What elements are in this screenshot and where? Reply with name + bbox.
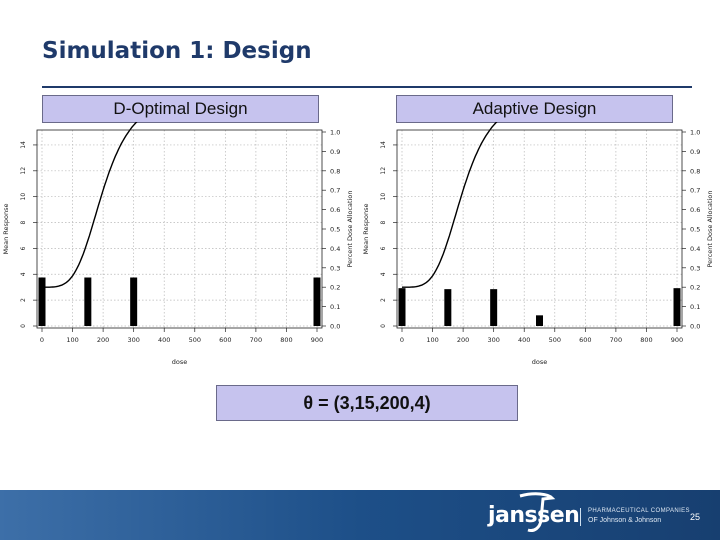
page-number: 25 <box>690 512 701 522</box>
x-tick-label: 700 <box>610 336 622 344</box>
y-right-tick-label: 1.0 <box>330 129 340 137</box>
allocation-bar <box>130 277 138 326</box>
y-right-tick-label: 0.1 <box>330 303 340 311</box>
y-right-tick-label: 0.9 <box>330 148 340 156</box>
adaptive-chart: 0 100 200 300 400 500 600 700 800 900 dose 0 2 4 6 8 10 1… <box>362 122 714 366</box>
y-right-tick-label: 0.5 <box>690 226 700 234</box>
y-right-tick-label: 0.0 <box>690 323 700 331</box>
footer-band <box>0 490 720 540</box>
y-left-axis-label: Mean Response <box>2 204 10 255</box>
x-tick-label: 0 <box>40 336 44 344</box>
y-left-tick-label: 2 <box>380 298 387 302</box>
brand-tagline-2: OF Johnson & Johnson <box>588 517 662 524</box>
x-tick-label: 700 <box>250 336 262 344</box>
x-tick-label: 300 <box>127 336 139 344</box>
y-left-tick-label: 6 <box>20 246 27 250</box>
adaptive-header: Adaptive Design <box>396 95 673 123</box>
theta-label: θ = (3,15,200,4) <box>216 385 518 421</box>
y-right-tick-label: 0.9 <box>690 148 700 156</box>
y-right-tick-label: 0.7 <box>330 187 340 195</box>
x-tick-label: 200 <box>457 336 469 344</box>
plot-frame <box>36 129 323 329</box>
x-tick-label: 200 <box>97 336 109 344</box>
x-tick-label: 500 <box>549 336 561 344</box>
allocation-bar <box>536 315 543 326</box>
y-right-tick-label: 0.7 <box>690 187 700 195</box>
brand-name: janssen <box>488 503 580 528</box>
y-right-tick-label: 0.8 <box>330 167 340 175</box>
y-left-tick-label: 12 <box>20 167 27 175</box>
x-tick-label: 400 <box>518 336 530 344</box>
janssen-logo-icon <box>519 492 556 532</box>
title-underline <box>42 86 692 88</box>
y-right-axis-label: Percent Dose Allocation <box>706 190 714 267</box>
brand-tagline-1: PHARMACEUTICAL COMPANIES <box>588 508 690 514</box>
mean-response-curve <box>402 122 498 288</box>
allocation-bar <box>38 277 46 326</box>
x-tick-label: 100 <box>426 336 438 344</box>
x-tick-label: 600 <box>579 336 591 344</box>
mean-response-curve <box>42 122 138 288</box>
y-left-tick-label: 14 <box>20 141 27 149</box>
y-right-tick-label: 0.8 <box>690 167 700 175</box>
x-tick-label: 400 <box>158 336 170 344</box>
allocation-bar <box>673 288 681 326</box>
y-right-tick-label: 0.6 <box>690 206 700 214</box>
y-right-tick-label: 0.2 <box>690 284 700 292</box>
y-right-tick-label: 0.4 <box>330 245 340 253</box>
y-left-tick-label: 14 <box>380 141 387 149</box>
y-left-tick-label: 10 <box>380 193 387 201</box>
y-right-tick-label: 0.6 <box>330 206 340 214</box>
x-tick-label: 800 <box>280 336 292 344</box>
y-left-axis-label: Mean Response <box>362 204 370 255</box>
y-left-tick-label: 4 <box>380 272 387 276</box>
allocation-bar <box>84 277 92 326</box>
allocation-bar <box>490 289 498 326</box>
x-tick-label: 0 <box>400 336 404 344</box>
y-right-tick-label: 1.0 <box>690 129 700 137</box>
x-tick-label: 600 <box>219 336 231 344</box>
x-axis-label: dose <box>172 358 188 366</box>
y-right-tick-label: 0.4 <box>690 245 700 253</box>
y-left-tick-label: 0 <box>20 324 27 328</box>
y-left-tick-label: 6 <box>380 246 387 250</box>
slide-title: Simulation 1: Design <box>42 38 312 64</box>
x-tick-label: 100 <box>66 336 78 344</box>
allocation-bar <box>313 277 321 326</box>
y-right-axis-label: Percent Dose Allocation <box>346 190 354 267</box>
y-left-tick-label: 2 <box>20 298 27 302</box>
y-right-tick-label: 0.3 <box>330 264 340 272</box>
x-tick-label: 900 <box>311 336 323 344</box>
y-left-tick-label: 0 <box>380 324 387 328</box>
x-axis-label: dose <box>532 358 548 366</box>
y-left-tick-label: 4 <box>20 272 27 276</box>
allocation-bar <box>444 289 452 326</box>
y-right-tick-label: 0.5 <box>330 226 340 234</box>
y-right-tick-label: 0.0 <box>330 323 340 331</box>
allocation-bar <box>398 288 406 326</box>
x-tick-label: 900 <box>671 336 683 344</box>
x-tick-label: 800 <box>640 336 652 344</box>
d-optimal-chart: 0 100 200 300 400 500 600 700 800 900 dose 0 2 4 6 8 10 1… <box>2 122 354 366</box>
d-optimal-header: D-Optimal Design <box>42 95 319 123</box>
x-tick-label: 300 <box>487 336 499 344</box>
y-left-tick-label: 8 <box>20 220 27 224</box>
y-left-tick-label: 8 <box>380 220 387 224</box>
y-right-tick-label: 0.1 <box>690 303 700 311</box>
footer-divider <box>580 508 581 526</box>
plot-frame <box>396 129 683 329</box>
x-tick-label: 500 <box>189 336 201 344</box>
y-right-tick-label: 0.3 <box>690 264 700 272</box>
y-right-tick-label: 0.2 <box>330 284 340 292</box>
y-left-tick-label: 12 <box>380 167 387 175</box>
y-left-tick-label: 10 <box>20 193 27 201</box>
